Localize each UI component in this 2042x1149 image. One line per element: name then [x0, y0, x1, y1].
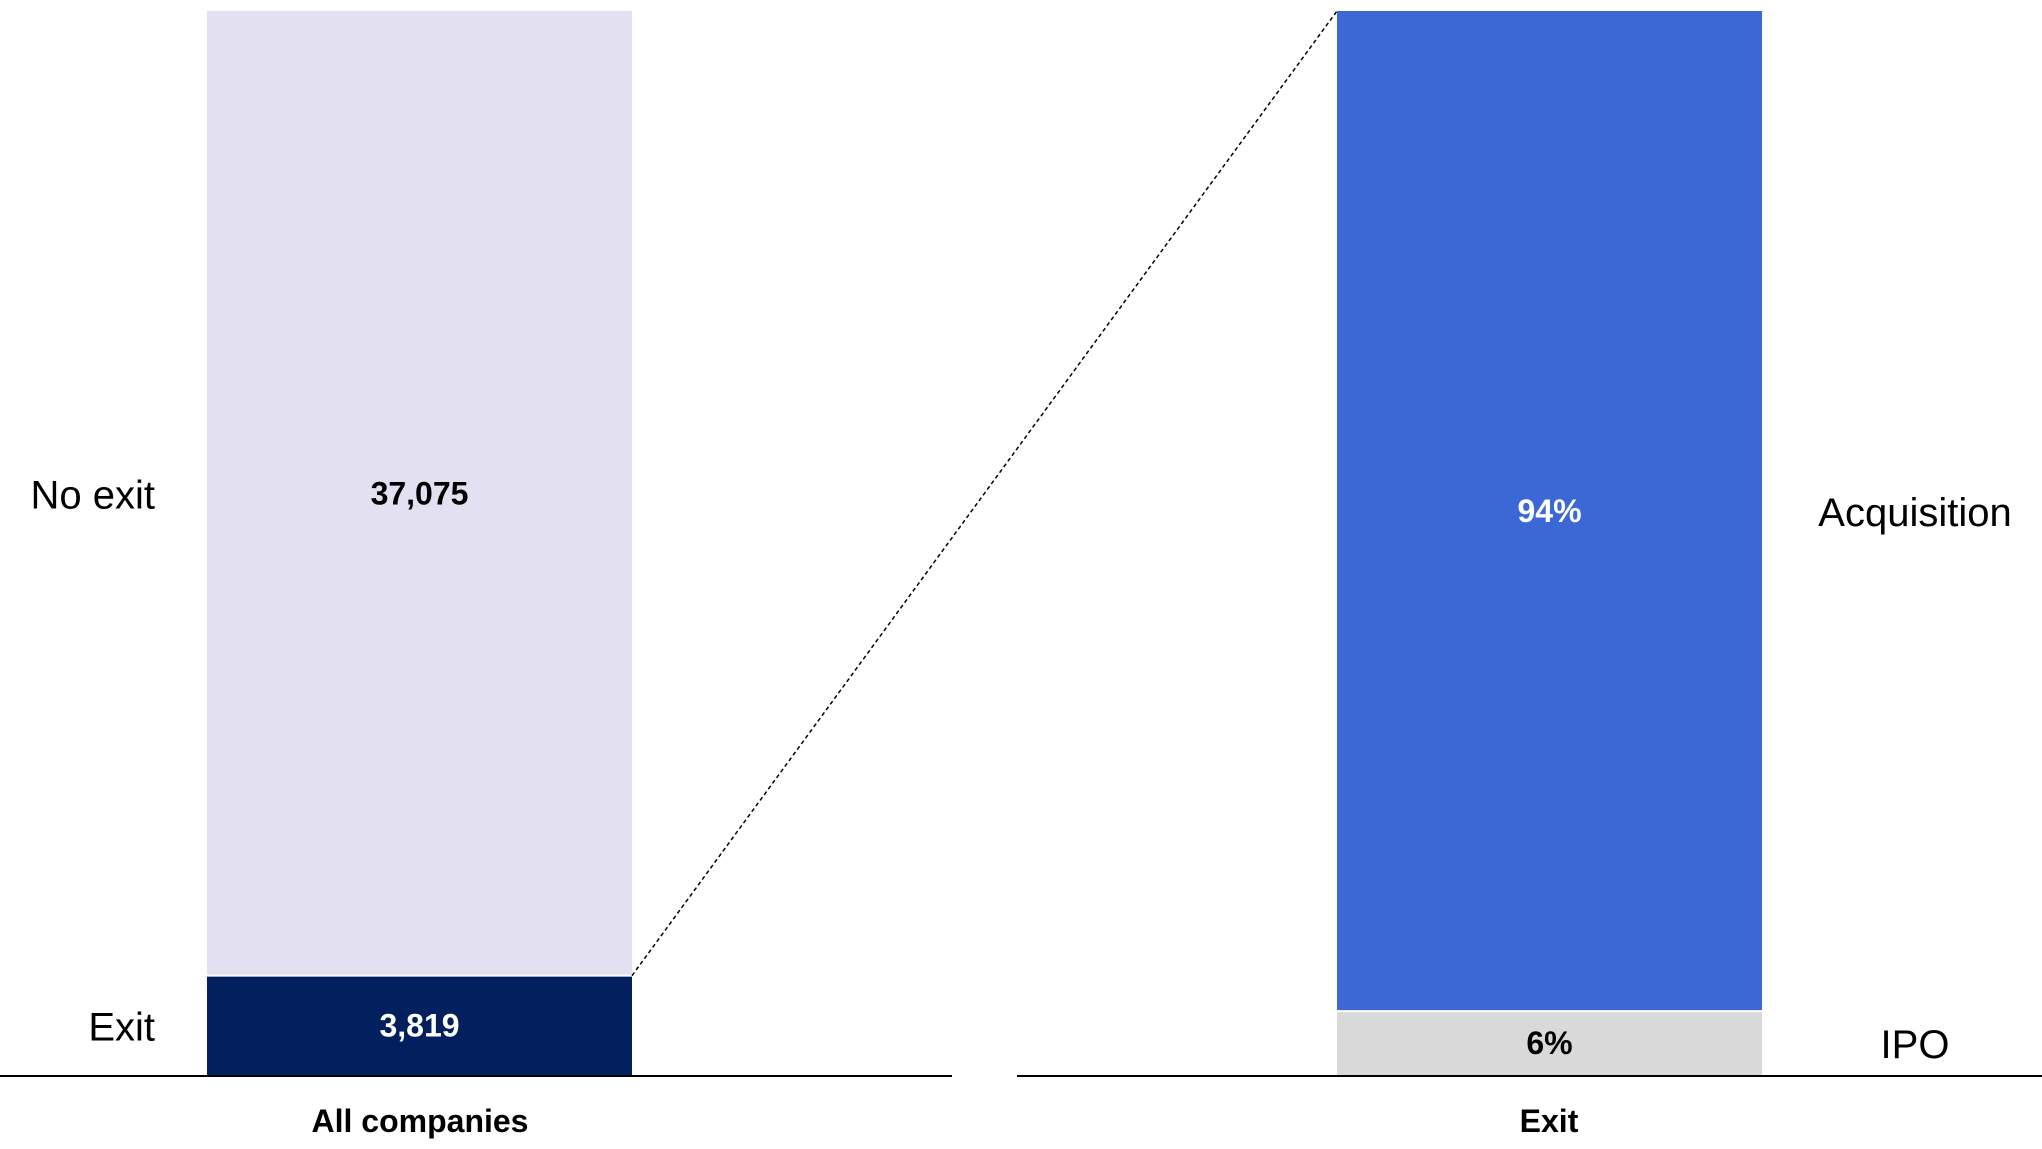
- category-label-all-companies: All companies: [312, 1103, 529, 1139]
- bar-segment-exit-acquisition: [1337, 11, 1762, 1012]
- data-label-all-companies-exit: 3,819: [379, 1007, 459, 1043]
- bar-segment-all-companies-no-exit: [207, 11, 632, 976]
- data-label-exit-acquisition: 94%: [1517, 493, 1581, 529]
- series-label-ipo: IPO: [1881, 1023, 1950, 1067]
- series-label-acquisition: Acquisition: [1818, 491, 2011, 535]
- data-label-exit-ipo: 6%: [1526, 1025, 1572, 1061]
- breakdown-connector-line: [631, 10, 1338, 977]
- bar-segment-all-companies-exit: [207, 975, 632, 1075]
- series-label-no-exit: No exit: [31, 473, 156, 517]
- data-label-all-companies-no-exit: 37,075: [371, 475, 469, 511]
- category-label-exit: Exit: [1520, 1103, 1579, 1139]
- bar-segment-exit-ipo: [1337, 1011, 1762, 1075]
- series-label-exit: Exit: [88, 1005, 155, 1049]
